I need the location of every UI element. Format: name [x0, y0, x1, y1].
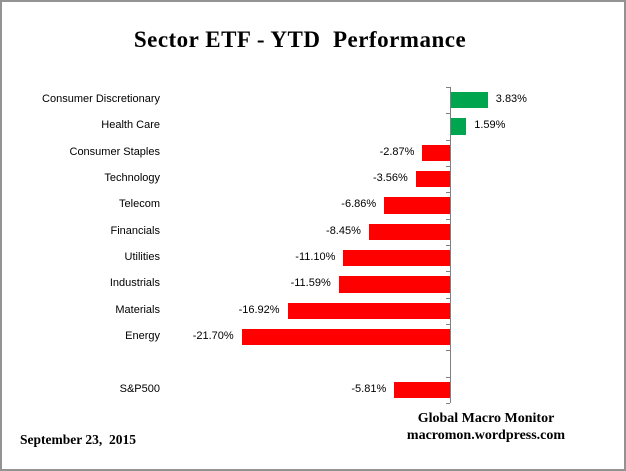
value-label-industrials: -11.59%: [290, 277, 331, 290]
value-label-telecom: -6.86%: [341, 198, 377, 211]
axis-tick: [446, 87, 450, 88]
bar-health-care: [451, 118, 467, 135]
value-label-utilities: -11.10%: [295, 251, 336, 264]
bar-energy: [241, 328, 450, 346]
axis-tick: [446, 297, 450, 299]
axis-tick: [446, 165, 450, 167]
value-label-s-p500: -5.81%: [351, 382, 387, 395]
category-label-financials: Financials: [110, 224, 160, 237]
axis-tick: [446, 139, 450, 141]
value-label-energy: -21.70%: [192, 330, 234, 343]
bar-materials: [287, 302, 450, 320]
value-label-health-care: 1.59%: [474, 119, 506, 132]
category-label-health-care: Health Care: [101, 119, 160, 132]
bar-consumer-staples: [422, 144, 450, 162]
category-label-telecom: Telecom: [119, 198, 160, 211]
footer-source-url: macromon.wordpress.com: [406, 428, 566, 443]
axis-tick: [446, 323, 450, 325]
axis-tick: [446, 376, 450, 378]
bar-technology: [415, 170, 450, 188]
value-label-consumer-staples: -2.87%: [379, 145, 415, 158]
footer-date: September 23, 2015: [20, 432, 136, 447]
value-label-materials: -16.92%: [238, 303, 280, 316]
value-label-financials: -8.45%: [326, 224, 361, 237]
axis-tick: [446, 192, 450, 194]
footer-source: Global Macro Monitor macromon.wordpress.…: [388, 410, 584, 444]
axis-tick: [446, 271, 450, 273]
category-label-industrials: Industrials: [109, 277, 160, 290]
category-label-technology: Technology: [104, 172, 160, 185]
axis-tick: [446, 113, 450, 115]
category-label-consumer-staples: Consumer Staples: [69, 145, 161, 158]
axis-tick: [446, 244, 450, 246]
bar-consumer-discretionary: [451, 91, 488, 109]
value-label-technology: -3.56%: [372, 172, 408, 185]
category-label-consumer-discretionary: Consumer Discretionary: [42, 93, 160, 106]
category-label-s-p500: S&P500: [119, 382, 160, 395]
chart-title: Sector ETF - YTD Performance: [133, 27, 467, 52]
axis-tick: [446, 402, 450, 404]
bar-utilities: [343, 249, 450, 267]
value-label-consumer-discretionary: 3.83%: [495, 93, 527, 106]
bar-s-p500: [394, 381, 450, 399]
category-label-materials: Materials: [115, 303, 160, 316]
bar-financials: [368, 223, 450, 241]
value-axis: [450, 87, 451, 403]
category-label-energy: Energy: [125, 330, 160, 343]
footer-source-name: Global Macro Monitor: [417, 411, 555, 426]
bar-telecom: [384, 197, 450, 214]
axis-tick: [446, 350, 450, 352]
axis-tick: [446, 218, 450, 220]
bar-industrials: [338, 276, 450, 293]
category-label-utilities: Utilities: [124, 251, 160, 264]
